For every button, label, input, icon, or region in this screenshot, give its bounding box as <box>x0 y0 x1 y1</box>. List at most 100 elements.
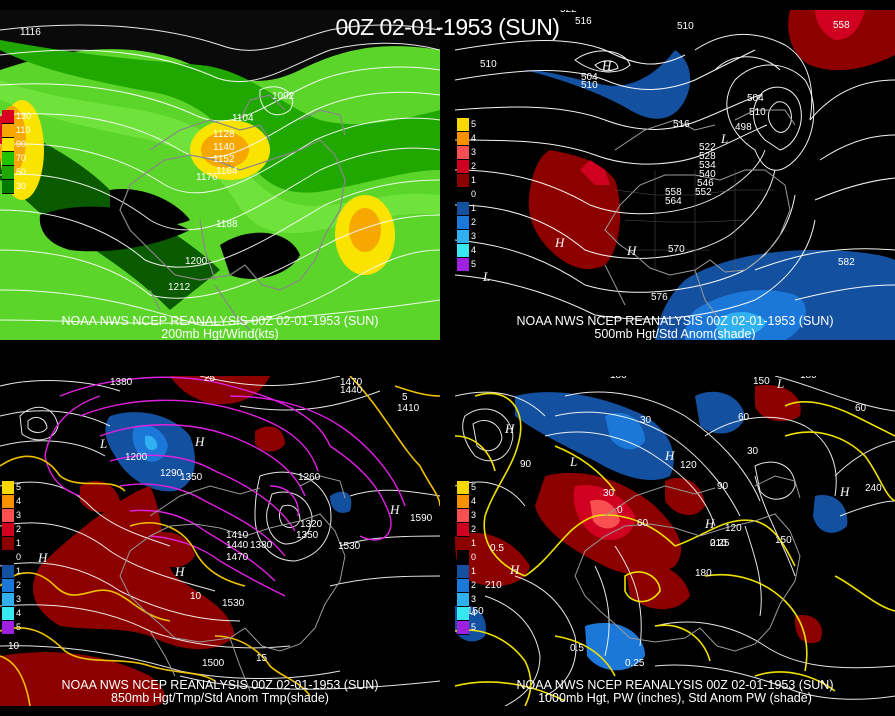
svg-text:1410: 1410 <box>397 403 420 414</box>
svg-text:90: 90 <box>717 481 729 492</box>
svg-text:510: 510 <box>581 80 598 91</box>
svg-text:1212: 1212 <box>168 282 191 293</box>
svg-text:150: 150 <box>467 606 484 617</box>
legend-swatch: 2 <box>457 579 476 593</box>
svg-text:0: 0 <box>617 505 623 516</box>
map-200mb: 1116 1104 1092 1128 1140 1152 1164 1176 … <box>0 10 440 340</box>
svg-text:1350: 1350 <box>180 472 203 483</box>
legend-swatch: 1 <box>2 537 21 551</box>
legend-swatch: 1 <box>457 174 476 188</box>
svg-text:25: 25 <box>204 376 216 384</box>
svg-text:1128: 1128 <box>213 129 235 140</box>
svg-text:1410: 1410 <box>226 530 249 541</box>
svg-text:1152: 1152 <box>213 154 235 165</box>
legend-swatch: 2 <box>2 579 21 593</box>
legend-swatch: 1 <box>457 202 476 216</box>
svg-text:120: 120 <box>725 523 742 534</box>
legend-swatch: 2 <box>457 160 476 174</box>
legend-swatch: 4 <box>457 132 476 146</box>
svg-text:150: 150 <box>753 376 770 387</box>
legend-swatch: 4 <box>457 244 476 258</box>
svg-text:1380: 1380 <box>250 540 273 551</box>
svg-text:10: 10 <box>8 641 20 652</box>
svg-text:1164: 1164 <box>216 166 238 177</box>
svg-text:522: 522 <box>699 142 716 153</box>
legend-swatch: 2 <box>457 216 476 230</box>
svg-text:0.25: 0.25 <box>625 658 645 669</box>
svg-text:H: H <box>174 564 185 579</box>
legend-swatch: 2 <box>2 523 21 537</box>
svg-text:H: H <box>37 550 48 565</box>
legend-swatch: 1 <box>457 565 476 579</box>
svg-text:H: H <box>704 516 715 531</box>
svg-text:30: 30 <box>747 446 759 457</box>
legend-swatch: 50 <box>2 166 26 180</box>
legend-swatch: 4 <box>457 607 476 621</box>
legend-swatch: 70 <box>2 152 26 166</box>
legend-swatch: 5 <box>457 481 476 495</box>
svg-text:L: L <box>569 454 577 469</box>
svg-text:0.5: 0.5 <box>490 543 504 554</box>
svg-text:528: 528 <box>699 151 716 162</box>
svg-text:1350: 1350 <box>296 530 319 541</box>
svg-text:540: 540 <box>699 169 716 180</box>
svg-text:180: 180 <box>800 376 817 381</box>
map-500mb: 522 516 510 510 504 510 504 510 498 516 … <box>455 10 895 340</box>
legend-swatch: 5 <box>2 621 21 635</box>
svg-text:60: 60 <box>637 518 649 529</box>
svg-text:576: 576 <box>651 292 668 303</box>
map-1000mb: 180 150 180 60 60 30 90 120 90 30 0 60 2… <box>455 376 895 706</box>
map-850mb: 1380 1470 1440 1410 1200 1290 1350 1410 … <box>0 376 440 706</box>
svg-text:1530: 1530 <box>222 598 245 609</box>
svg-text:H: H <box>389 502 400 517</box>
svg-text:522: 522 <box>560 10 577 15</box>
caption-line1: NOAA NWS NCEP REANALYSIS 00Z 02-01-1953 … <box>516 314 834 328</box>
svg-text:240: 240 <box>865 483 882 494</box>
legend-swatch: 4 <box>2 607 21 621</box>
svg-text:516: 516 <box>673 119 690 130</box>
svg-text:1140: 1140 <box>213 142 235 153</box>
svg-text:1104: 1104 <box>232 113 254 124</box>
panel-200mb-wind: 1116 1104 1092 1128 1140 1152 1164 1176 … <box>0 10 440 340</box>
legend-swatch: 5 <box>457 118 476 132</box>
legend-swatch: 3 <box>457 230 476 244</box>
caption-850mb: NOAA NWS NCEP REANALYSIS 00Z 02-01-1953 … <box>0 679 440 705</box>
svg-text:H: H <box>504 421 515 436</box>
svg-text:H: H <box>839 484 850 499</box>
legend-swatch: 3 <box>457 146 476 160</box>
svg-text:1092: 1092 <box>272 91 295 102</box>
svg-text:15: 15 <box>256 653 268 664</box>
svg-text:1470: 1470 <box>226 552 249 563</box>
legend-200mb: 130 110 90 70 50 30 <box>2 110 31 194</box>
caption-line1: NOAA NWS NCEP REANALYSIS 00Z 02-01-1953 … <box>61 314 379 328</box>
svg-text:1200: 1200 <box>125 452 148 463</box>
caption-500mb: NOAA NWS NCEP REANALYSIS 00Z 02-01-1953 … <box>455 314 895 341</box>
svg-text:210: 210 <box>710 538 727 549</box>
svg-text:1530: 1530 <box>338 541 361 552</box>
legend-swatch: 2 <box>457 523 476 537</box>
svg-text:10: 10 <box>190 591 202 602</box>
caption-line2: 500mb Hgt/Std Anom(shade) <box>594 327 756 341</box>
svg-text:1440: 1440 <box>226 540 249 551</box>
legend-swatch: 3 <box>457 593 476 607</box>
svg-text:L: L <box>99 436 107 451</box>
svg-text:1320: 1320 <box>300 519 323 530</box>
svg-text:504: 504 <box>581 72 598 83</box>
svg-text:180: 180 <box>610 376 627 381</box>
svg-text:30: 30 <box>603 488 615 499</box>
svg-text:1200: 1200 <box>185 256 208 267</box>
svg-text:H: H <box>194 434 205 449</box>
svg-text:L: L <box>776 376 784 391</box>
legend-swatch: 3 <box>2 509 21 523</box>
legend-swatch: 1 <box>2 565 21 579</box>
svg-text:30: 30 <box>640 415 652 426</box>
svg-text:0.5: 0.5 <box>570 643 584 654</box>
legend-swatch: 110 <box>2 124 30 138</box>
legend-swatch: 4 <box>457 495 476 509</box>
legend-1000mb: 5 4 3 2 1 0 1 2 3 4 5 <box>457 481 476 635</box>
svg-text:1440: 1440 <box>340 385 363 396</box>
main-title: 00Z 02-01-1953 (SUN) <box>335 14 560 40</box>
legend-swatch: 5 <box>2 481 21 495</box>
caption-line2: 1000mb Hgt, PW (inches), Std Anom PW (sh… <box>538 691 812 705</box>
caption-1000mb: NOAA NWS NCEP REANALYSIS 00Z 02-01-1953 … <box>455 679 895 705</box>
